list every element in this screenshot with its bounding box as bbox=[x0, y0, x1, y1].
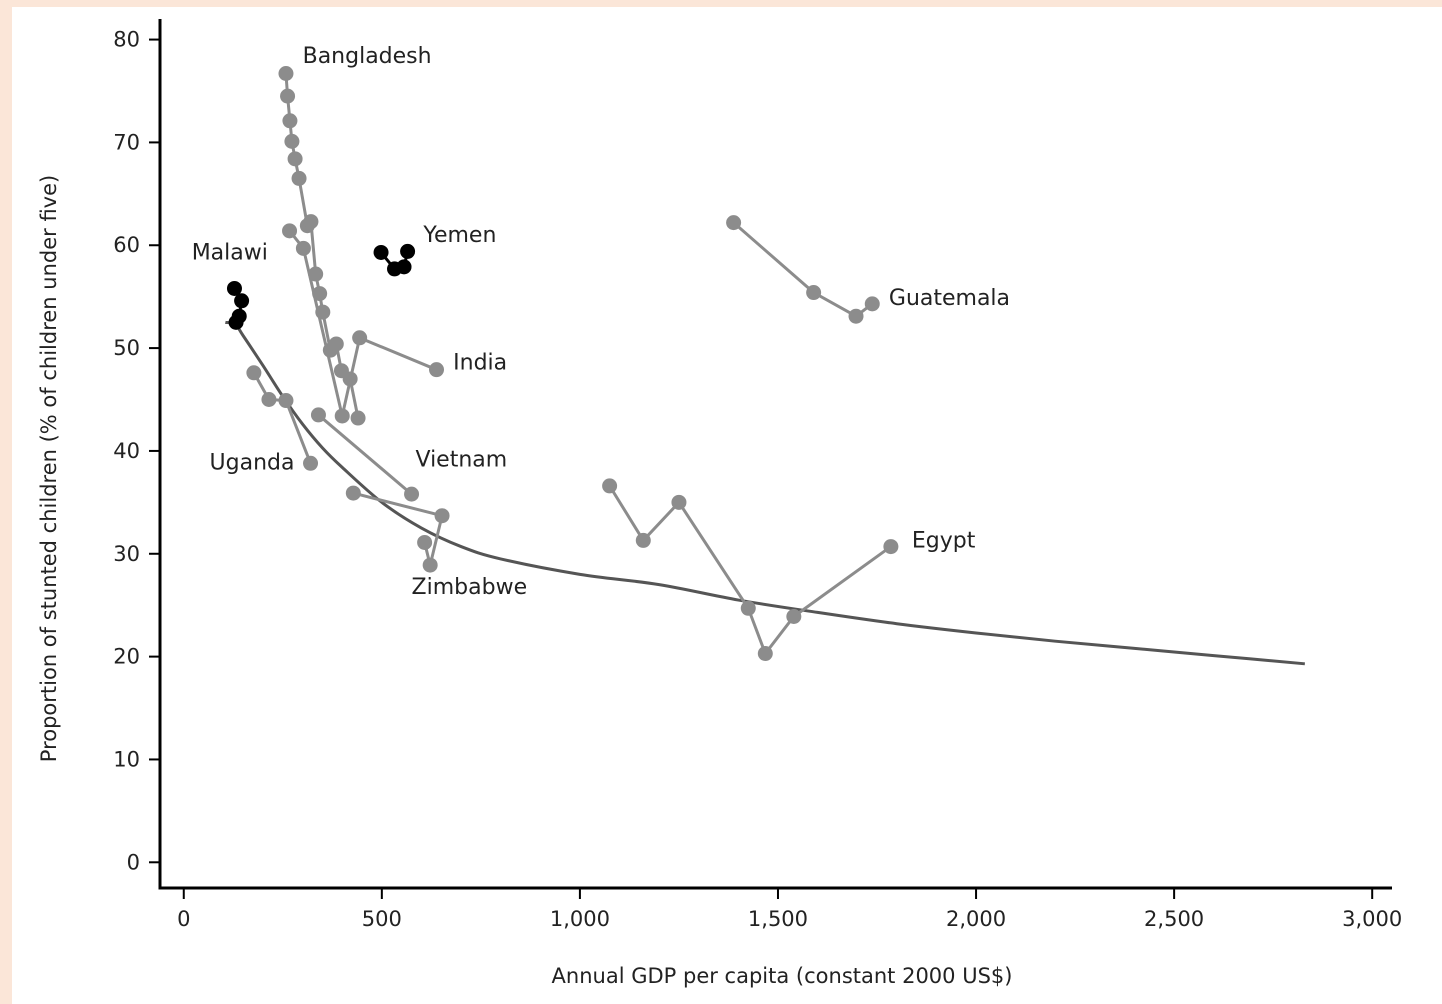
data-point-india bbox=[334, 408, 350, 424]
data-point-uganda bbox=[261, 392, 277, 408]
data-point-uganda bbox=[278, 393, 294, 409]
country-label-vietnam: Vietnam bbox=[416, 447, 508, 472]
y-tick-label: 80 bbox=[113, 28, 140, 52]
data-point-zimbabwe bbox=[345, 485, 361, 501]
data-point-bangladesh bbox=[308, 266, 324, 282]
x-tick-label: 1,500 bbox=[748, 907, 808, 931]
x-tick-label: 2,500 bbox=[1144, 907, 1204, 931]
country-series bbox=[226, 66, 899, 662]
series-line-zimbabwe bbox=[352, 491, 444, 566]
axes: 0 10 20 30 40 50 60 70 80 0 500 1,000 1,500 2,000 2,50… bbox=[113, 19, 1402, 931]
data-point-uganda bbox=[246, 365, 262, 381]
y-tick-label: 20 bbox=[113, 645, 140, 669]
series-line-india bbox=[288, 229, 438, 417]
country-label-uganda: Uganda bbox=[210, 450, 295, 475]
series-india bbox=[282, 223, 445, 424]
data-point-bangladesh bbox=[328, 336, 344, 352]
country-label-bangladesh: Bangladesh bbox=[303, 44, 432, 69]
y-tick-label: 70 bbox=[113, 130, 140, 154]
data-point-malawi bbox=[228, 314, 244, 330]
data-point-bangladesh bbox=[350, 410, 366, 426]
series-line-guatemala bbox=[732, 221, 874, 318]
x-tick-label: 3,000 bbox=[1342, 907, 1402, 931]
y-tick-label: 0 bbox=[127, 850, 140, 874]
series-vietnam bbox=[310, 407, 420, 502]
data-point-india bbox=[352, 330, 368, 346]
series-malawi bbox=[226, 280, 250, 330]
country-labels: Bangladesh Yemen Malawi Guatemala India Ugand… bbox=[192, 44, 1010, 600]
country-label-yemen: Yemen bbox=[422, 223, 496, 248]
data-point-vietnam bbox=[404, 486, 420, 502]
data-point-malawi bbox=[226, 280, 242, 296]
country-label-india: India bbox=[453, 351, 507, 376]
data-point-india bbox=[295, 240, 311, 256]
x-tick-label: 1,000 bbox=[550, 907, 610, 931]
data-point-malawi bbox=[234, 293, 250, 309]
data-point-guatemala bbox=[806, 285, 822, 301]
data-point-zimbabwe bbox=[434, 508, 450, 524]
y-tick-label: 60 bbox=[113, 233, 140, 257]
series-line-uganda bbox=[252, 372, 312, 464]
series-guatemala bbox=[726, 215, 880, 324]
data-point-zimbabwe bbox=[422, 557, 438, 573]
country-label-guatemala: Guatemala bbox=[889, 286, 1010, 311]
data-point-bangladesh bbox=[284, 133, 300, 149]
series-zimbabwe bbox=[345, 485, 450, 573]
series-line-bangladesh bbox=[284, 73, 360, 419]
data-point-egypt bbox=[883, 539, 899, 555]
data-point-guatemala bbox=[864, 296, 880, 312]
data-point-bangladesh bbox=[280, 88, 296, 104]
series-egypt bbox=[602, 478, 899, 662]
scatter-chart: 0 10 20 30 40 50 60 70 80 0 500 1,000 1,500 2,000 2,50… bbox=[37, 19, 1402, 988]
series-uganda bbox=[246, 365, 319, 471]
data-point-egypt bbox=[786, 609, 802, 625]
y-axis-title: Proportion of stunted children (% of chi… bbox=[37, 175, 61, 762]
data-point-yemen bbox=[373, 244, 389, 260]
country-label-malawi: Malawi bbox=[192, 241, 268, 266]
data-point-bangladesh bbox=[287, 151, 303, 167]
data-point-yemen bbox=[400, 243, 416, 259]
x-tick-label: 500 bbox=[362, 907, 402, 931]
country-label-zimbabwe: Zimbabwe bbox=[412, 575, 528, 600]
data-point-guatemala bbox=[726, 215, 742, 231]
data-point-zimbabwe bbox=[417, 534, 433, 550]
data-point-bangladesh bbox=[278, 66, 294, 82]
chart-panel: 0 10 20 30 40 50 60 70 80 0 500 1,000 1,500 2,000 2,50… bbox=[12, 7, 1442, 1004]
series-line-egypt bbox=[608, 485, 892, 657]
data-point-india bbox=[429, 362, 445, 378]
series-yemen bbox=[373, 243, 416, 277]
y-tick-label: 30 bbox=[113, 542, 140, 566]
country-label-egypt: Egypt bbox=[912, 529, 976, 554]
y-tick-label: 10 bbox=[113, 747, 140, 771]
data-point-bangladesh bbox=[282, 113, 298, 129]
data-point-egypt bbox=[757, 646, 773, 662]
series-line-vietnam bbox=[317, 413, 413, 496]
data-point-uganda bbox=[303, 455, 319, 471]
y-tick-label: 40 bbox=[113, 439, 140, 463]
data-point-bangladesh bbox=[291, 170, 307, 186]
data-point-guatemala bbox=[848, 308, 864, 324]
x-axis-title: Annual GDP per capita (constant 2000 US$… bbox=[552, 964, 1013, 988]
data-point-egypt bbox=[602, 478, 618, 494]
data-point-egypt bbox=[740, 600, 756, 616]
data-point-yemen bbox=[396, 259, 412, 275]
data-point-egypt bbox=[635, 532, 651, 548]
data-point-egypt bbox=[671, 494, 687, 510]
y-tick-label: 50 bbox=[113, 336, 140, 360]
data-point-bangladesh bbox=[303, 214, 319, 230]
x-tick-label: 2,000 bbox=[946, 907, 1006, 931]
x-tick-label: 0 bbox=[177, 907, 190, 931]
trend-curve bbox=[225, 320, 1305, 666]
data-point-india bbox=[282, 223, 298, 239]
data-point-vietnam bbox=[310, 407, 326, 423]
trend-curve-line bbox=[225, 320, 1305, 666]
